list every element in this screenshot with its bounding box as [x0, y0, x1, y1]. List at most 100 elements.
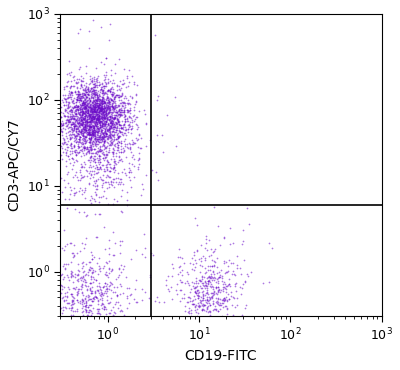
- Point: [80, 99, 86, 105]
- Point: [192, 284, 198, 290]
- Point: [83, 105, 89, 111]
- Point: [94, 283, 100, 289]
- Point: [76, 128, 82, 134]
- Point: [94, 75, 100, 81]
- Point: [58, 121, 64, 127]
- Point: [90, 97, 97, 103]
- Point: [92, 109, 98, 115]
- Point: [77, 106, 83, 112]
- Point: [94, 98, 100, 104]
- Point: [82, 110, 88, 116]
- Point: [120, 124, 126, 130]
- Point: [78, 119, 85, 125]
- Point: [114, 132, 120, 138]
- Point: [222, 297, 228, 303]
- Point: [95, 113, 102, 119]
- Point: [61, 137, 68, 142]
- Point: [102, 305, 108, 310]
- Point: [119, 91, 125, 97]
- Point: [185, 309, 192, 314]
- Point: [84, 119, 90, 125]
- Point: [61, 261, 68, 267]
- Point: [107, 106, 114, 112]
- Point: [219, 278, 225, 283]
- Point: [108, 268, 114, 274]
- Point: [96, 148, 102, 154]
- Point: [76, 136, 82, 142]
- Point: [80, 100, 87, 106]
- Point: [100, 284, 106, 290]
- Point: [58, 122, 65, 128]
- Point: [154, 132, 160, 138]
- Point: [94, 84, 100, 90]
- Point: [83, 130, 90, 136]
- Point: [206, 267, 213, 273]
- Point: [194, 222, 200, 228]
- Point: [89, 101, 95, 107]
- Point: [84, 125, 90, 131]
- Point: [88, 252, 95, 258]
- Point: [82, 108, 88, 114]
- Point: [106, 124, 113, 130]
- Point: [134, 157, 141, 163]
- Point: [98, 100, 105, 106]
- Point: [136, 108, 142, 114]
- Point: [96, 97, 103, 103]
- Point: [246, 221, 252, 227]
- Point: [73, 113, 80, 119]
- Point: [78, 278, 84, 283]
- Point: [225, 296, 232, 302]
- Point: [130, 296, 137, 302]
- Point: [65, 102, 71, 108]
- Point: [78, 274, 84, 280]
- Point: [233, 265, 240, 271]
- Point: [96, 128, 103, 134]
- Point: [121, 109, 128, 115]
- Point: [214, 276, 220, 282]
- Point: [85, 148, 92, 154]
- Point: [126, 169, 132, 175]
- Point: [78, 97, 84, 103]
- Point: [95, 93, 102, 99]
- Point: [84, 113, 90, 119]
- Point: [106, 120, 113, 126]
- Point: [197, 269, 203, 275]
- Point: [230, 240, 236, 246]
- Point: [72, 137, 78, 143]
- Point: [106, 21, 113, 27]
- Point: [102, 118, 109, 124]
- Point: [122, 130, 129, 135]
- Point: [114, 292, 120, 298]
- Point: [100, 123, 106, 129]
- Point: [231, 271, 237, 277]
- Point: [77, 92, 83, 98]
- Point: [104, 172, 110, 178]
- Point: [98, 115, 105, 121]
- Point: [82, 296, 88, 302]
- Point: [108, 165, 114, 171]
- Point: [86, 88, 92, 94]
- Point: [116, 108, 122, 114]
- Point: [215, 308, 221, 314]
- Point: [106, 98, 112, 104]
- Point: [88, 123, 94, 129]
- Point: [125, 129, 131, 135]
- Point: [72, 148, 78, 154]
- Point: [95, 94, 102, 100]
- Point: [70, 117, 77, 122]
- Point: [84, 273, 91, 279]
- Point: [108, 132, 115, 138]
- Point: [131, 163, 137, 169]
- Point: [80, 127, 87, 133]
- Point: [79, 115, 85, 121]
- Point: [74, 286, 81, 292]
- Point: [75, 149, 82, 155]
- Point: [99, 80, 106, 86]
- Point: [108, 122, 114, 128]
- Point: [110, 304, 116, 310]
- Point: [62, 196, 68, 202]
- Point: [110, 133, 116, 139]
- Point: [81, 105, 87, 111]
- Point: [172, 287, 179, 293]
- Point: [86, 120, 92, 125]
